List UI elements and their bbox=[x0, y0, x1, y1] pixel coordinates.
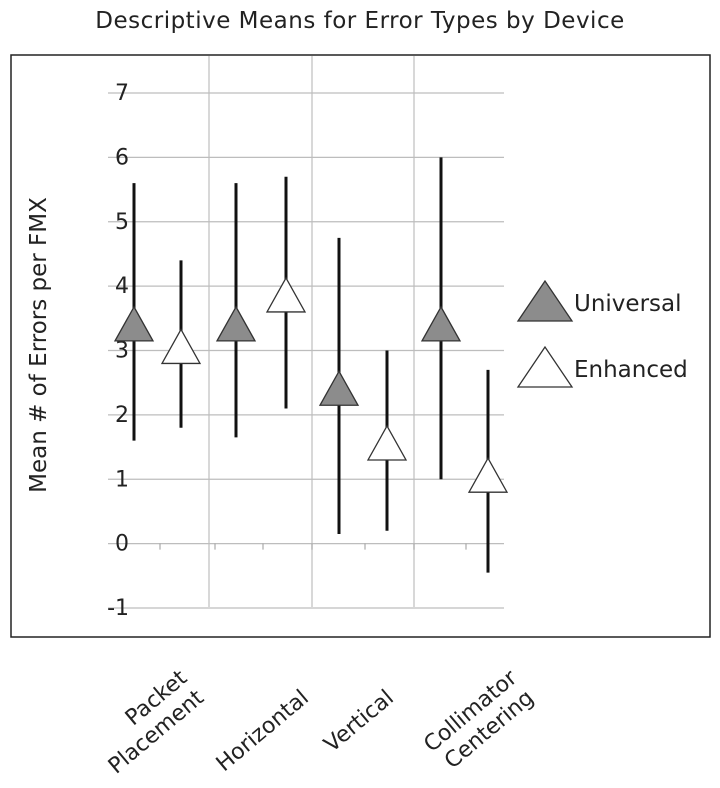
legend-marker bbox=[516, 279, 574, 322]
mean-marker bbox=[113, 305, 155, 342]
category-label: Vertical bbox=[320, 685, 399, 757]
category-labels: PacketPlacement Horizontal Vertical Collima… bbox=[87, 665, 539, 779]
y-tick-label: 5 bbox=[115, 210, 129, 235]
y-tick-label: -1 bbox=[107, 596, 129, 621]
category-label: PacketPlacement bbox=[87, 665, 209, 779]
plot-frame bbox=[10, 54, 711, 638]
category-label: Horizontal bbox=[212, 685, 314, 776]
series-layer bbox=[113, 157, 509, 573]
y-tick-label: 1 bbox=[115, 467, 129, 492]
mean-marker bbox=[420, 305, 462, 342]
y-tick-label: 4 bbox=[115, 274, 129, 299]
y-tick-label: 2 bbox=[115, 403, 129, 428]
y-axis-label: Mean # of Errors per FMX bbox=[26, 197, 52, 493]
y-tick-label: 6 bbox=[115, 145, 129, 170]
y-tick-labels: -1 0 1 2 3 4 5 6 7 bbox=[107, 81, 129, 621]
mean-marker bbox=[160, 328, 202, 365]
legend-marker bbox=[516, 345, 574, 388]
legend-label: Universal bbox=[574, 291, 682, 317]
mean-marker bbox=[467, 456, 509, 493]
mean-marker bbox=[215, 305, 257, 342]
mean-marker bbox=[318, 369, 360, 406]
category-label: CollimatorCentering bbox=[419, 665, 539, 777]
legend-label: Enhanced bbox=[574, 357, 688, 383]
x-tick-marks bbox=[159, 543, 467, 550]
mean-marker bbox=[366, 424, 408, 461]
y-tick-label: 7 bbox=[115, 81, 129, 106]
y-tick-label: 0 bbox=[115, 532, 129, 557]
mean-marker bbox=[265, 276, 307, 313]
grid bbox=[108, 56, 504, 609]
chart-title: Descriptive Means for Error Types by Dev… bbox=[95, 8, 625, 34]
legend: Universal Enhanced bbox=[516, 279, 688, 388]
y-tick-label: 3 bbox=[115, 339, 129, 364]
